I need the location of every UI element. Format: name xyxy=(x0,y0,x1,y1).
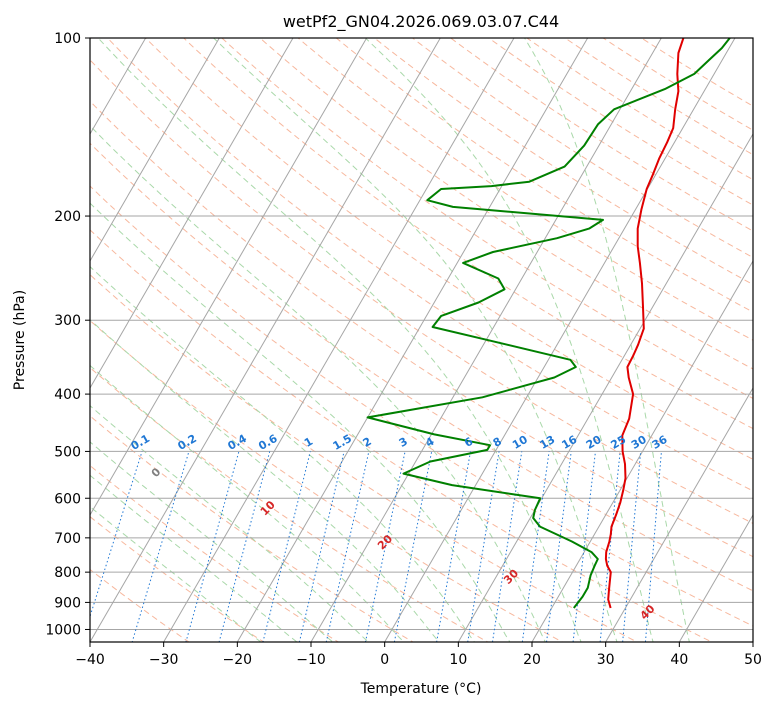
dry-adiabat xyxy=(90,229,713,642)
x-tick-label: 50 xyxy=(744,652,762,668)
isotherm-line xyxy=(531,259,753,642)
y-tick-label: 100 xyxy=(54,31,81,47)
moist-adiabat xyxy=(90,405,370,642)
axis-ticks: −40 −30 −20 −10 0 10 20 30 40 50 100 200 300 400 500 60… xyxy=(45,31,762,668)
grid-lines xyxy=(90,38,753,642)
moist-adiabat xyxy=(97,38,582,642)
y-tick-label: 400 xyxy=(54,387,81,403)
y-tick-label: 900 xyxy=(54,595,81,611)
y-tick-label: 200 xyxy=(54,209,81,225)
isotherm-line xyxy=(605,386,753,642)
moist-adiabat xyxy=(90,265,476,642)
isotherm-line xyxy=(678,513,753,642)
x-tick-label: 40 xyxy=(670,652,688,668)
dry-adiabat xyxy=(90,367,489,642)
y-tick-label: 800 xyxy=(54,565,81,581)
y-tick-label: 500 xyxy=(54,444,81,460)
temperature-profile-line xyxy=(604,38,685,609)
isotherm-line xyxy=(163,38,515,642)
isotherm-line xyxy=(384,38,736,642)
dry-adiabat xyxy=(449,38,753,232)
moist-adiabat xyxy=(524,38,690,642)
dry-adiabat xyxy=(90,59,753,524)
x-tick-label: −30 xyxy=(149,652,179,668)
y-tick-label: 700 xyxy=(54,531,81,547)
moist-adiabat xyxy=(90,202,511,642)
dry-adiabat xyxy=(144,38,753,460)
mixing-ratio-line xyxy=(644,451,662,642)
dry-adiabat xyxy=(90,185,753,627)
x-tick-label: −20 xyxy=(223,652,253,668)
mixing-ratio-line xyxy=(131,451,190,642)
dewpoint-profile-line xyxy=(366,38,731,609)
dry-adiabat xyxy=(564,38,753,156)
dry-adiabat xyxy=(90,142,753,592)
moist-adiabat xyxy=(365,38,654,642)
x-tick-label: 0 xyxy=(380,652,389,668)
x-tick-label: −10 xyxy=(296,652,326,668)
plot-frame xyxy=(89,37,754,643)
dry-adiabat xyxy=(487,38,753,206)
chart-title: wetPf2_GN04.2026.069.03.07.C44 xyxy=(283,12,559,32)
moist-adiabat xyxy=(90,441,334,642)
isotherm-line xyxy=(90,38,368,516)
dry-adiabat xyxy=(106,38,753,492)
x-tick-label: 20 xyxy=(523,652,541,668)
y-tick-label: 1000 xyxy=(45,622,81,638)
isotherm-line xyxy=(90,38,294,389)
mixing-ratio-line xyxy=(298,451,345,642)
data-series xyxy=(366,38,731,609)
y-tick-label: 600 xyxy=(54,491,81,507)
isotherm-line xyxy=(236,38,589,642)
isotherm-line xyxy=(457,132,753,642)
x-tick-label: 30 xyxy=(597,652,615,668)
x-axis-title: Temperature (°C) xyxy=(360,681,482,697)
dry-adiabat xyxy=(90,516,265,642)
isotherm-line xyxy=(90,38,220,262)
y-axis-title: Pressure (hPa) xyxy=(12,290,28,390)
moist-adiabat xyxy=(90,364,405,642)
mixing-ratio-line xyxy=(218,451,271,642)
mixing-ratio-line xyxy=(325,451,370,642)
x-tick-label: 10 xyxy=(449,652,467,668)
dry-adiabat xyxy=(259,38,753,370)
dry-adiabat xyxy=(90,274,639,642)
y-tick-label: 300 xyxy=(54,313,81,329)
mixing-ratio-line xyxy=(364,451,406,642)
x-tick-label: −40 xyxy=(75,652,105,668)
moist-adiabat xyxy=(90,319,440,642)
mixing-ratio-line xyxy=(185,451,240,642)
dry-adiabat xyxy=(90,319,564,642)
mixing-ratio-line xyxy=(262,451,311,642)
isotherm-line xyxy=(90,38,441,642)
dry-adiabat xyxy=(90,100,753,558)
dry-adiabat xyxy=(221,38,753,400)
mixing-ratio-line xyxy=(90,451,143,619)
dry-adiabat xyxy=(183,38,753,430)
